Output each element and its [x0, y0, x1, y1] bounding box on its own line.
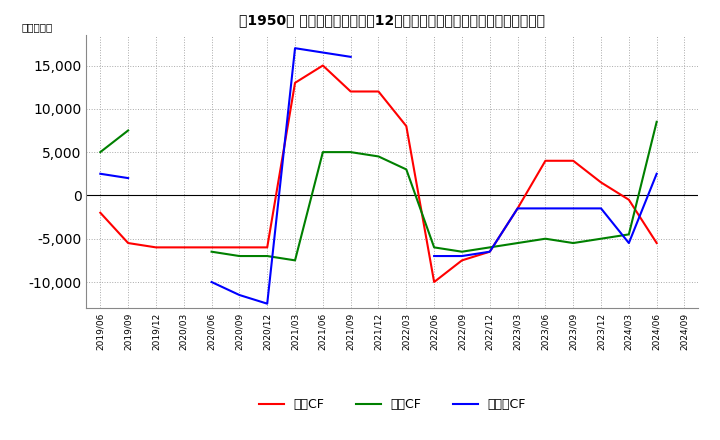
Line: 投資CF: 投資CF — [100, 122, 657, 260]
営業CF — [430, 279, 438, 285]
投資CF — [624, 232, 633, 237]
投資CF — [318, 150, 327, 155]
フリーCF — [430, 253, 438, 259]
営業CF — [124, 240, 132, 246]
フリーCF — [263, 301, 271, 306]
Title: 　1950、 キャッシュフローの12か月移動合計の対前年同期増減額の推移: 1950、 キャッシュフローの12か月移動合計の対前年同期増減額の推移 — [239, 13, 546, 27]
営業CF — [652, 240, 661, 246]
営業CF — [402, 124, 410, 129]
投資CF — [402, 167, 410, 172]
営業CF — [485, 249, 494, 254]
営業CF — [96, 210, 104, 215]
営業CF — [152, 245, 161, 250]
フリーCF — [485, 249, 494, 254]
営業CF — [318, 63, 327, 68]
営業CF — [513, 206, 522, 211]
フリーCF — [207, 279, 216, 285]
フリーCF — [291, 46, 300, 51]
フリーCF — [569, 206, 577, 211]
営業CF — [374, 89, 383, 94]
営業CF — [263, 245, 271, 250]
投資CF — [263, 253, 271, 259]
投資CF — [458, 249, 467, 254]
フリーCF — [597, 206, 606, 211]
営業CF — [179, 245, 188, 250]
投資CF — [597, 236, 606, 242]
営業CF — [458, 258, 467, 263]
投資CF — [485, 245, 494, 250]
投資CF — [430, 245, 438, 250]
投資CF — [513, 240, 522, 246]
フリーCF — [235, 292, 243, 297]
フリーCF — [318, 50, 327, 55]
Line: 営業CF: 営業CF — [100, 66, 657, 282]
営業CF — [597, 180, 606, 185]
フリーCF — [346, 54, 355, 59]
営業CF — [235, 245, 243, 250]
Legend: 営業CF, 投資CF, フリーCF: 営業CF, 投資CF, フリーCF — [253, 393, 531, 416]
投資CF — [346, 150, 355, 155]
フリーCF — [96, 171, 104, 176]
投資CF — [541, 236, 550, 242]
営業CF — [569, 158, 577, 163]
営業CF — [291, 80, 300, 85]
フリーCF — [652, 171, 661, 176]
投資CF — [124, 128, 132, 133]
Line: フリーCF: フリーCF — [100, 48, 657, 304]
営業CF — [346, 89, 355, 94]
フリーCF — [124, 176, 132, 181]
投資CF — [374, 154, 383, 159]
フリーCF — [458, 253, 467, 259]
投資CF — [652, 119, 661, 125]
営業CF — [541, 158, 550, 163]
フリーCF — [624, 240, 633, 246]
フリーCF — [513, 206, 522, 211]
投資CF — [235, 253, 243, 259]
投資CF — [207, 249, 216, 254]
投資CF — [569, 240, 577, 246]
Y-axis label: （百万円）: （百万円） — [22, 22, 53, 33]
フリーCF — [541, 206, 550, 211]
投資CF — [96, 150, 104, 155]
投資CF — [291, 258, 300, 263]
営業CF — [207, 245, 216, 250]
営業CF — [624, 197, 633, 202]
